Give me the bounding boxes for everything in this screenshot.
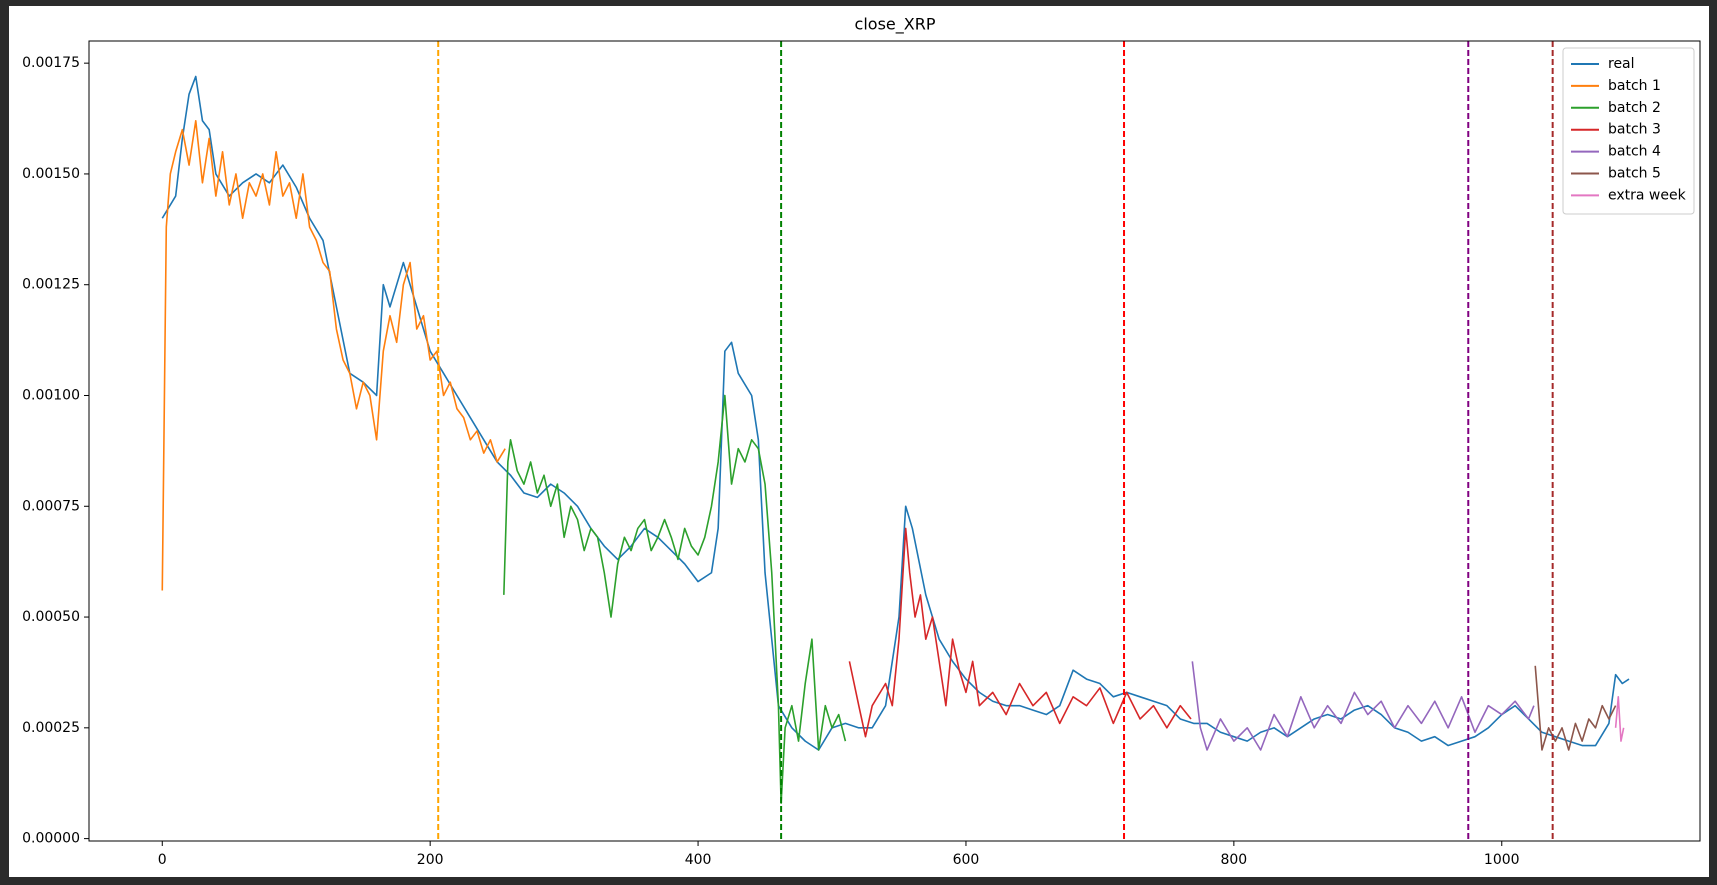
- legend-label: batch 3: [1608, 122, 1661, 138]
- series-line: [1191, 661, 1535, 751]
- y-tick-label: 0.00150: [22, 166, 80, 182]
- x-tick-label: 1000: [1484, 852, 1520, 868]
- y-tick-label: 0.00000: [22, 831, 80, 847]
- x-tick-label: 800: [1220, 852, 1247, 868]
- series-line: [161, 119, 506, 591]
- legend-label: real: [1608, 56, 1635, 72]
- figure-background: [9, 6, 1709, 877]
- legend-label: batch 5: [1608, 166, 1661, 182]
- y-tick-label: 0.00175: [22, 55, 80, 71]
- legend-label: batch 1: [1608, 78, 1661, 94]
- legend-label: batch 4: [1608, 144, 1661, 160]
- x-tick-label: 400: [685, 852, 712, 868]
- x-tick-label: 200: [417, 852, 444, 868]
- y-tick-label: 0.00050: [22, 609, 80, 625]
- x-tick-label: 0: [158, 852, 167, 868]
- axes-frame: [88, 40, 1701, 842]
- series-line: [503, 394, 847, 804]
- y-tick-label: 0.00075: [22, 498, 80, 514]
- legend-label: extra week: [1608, 187, 1687, 203]
- y-tick-label: 0.00100: [22, 387, 80, 403]
- legend-label: batch 2: [1608, 100, 1661, 116]
- series-line: [1534, 665, 1617, 751]
- x-tick-label: 600: [953, 852, 980, 868]
- y-tick-label: 0.00125: [22, 277, 80, 293]
- y-tick-label: 0.00025: [22, 720, 80, 736]
- series-line: [1614, 696, 1625, 742]
- series-line: [161, 75, 1630, 751]
- plot-area: [161, 41, 1630, 841]
- chart-title: close_XRP: [855, 15, 936, 35]
- series-line: [848, 527, 1192, 738]
